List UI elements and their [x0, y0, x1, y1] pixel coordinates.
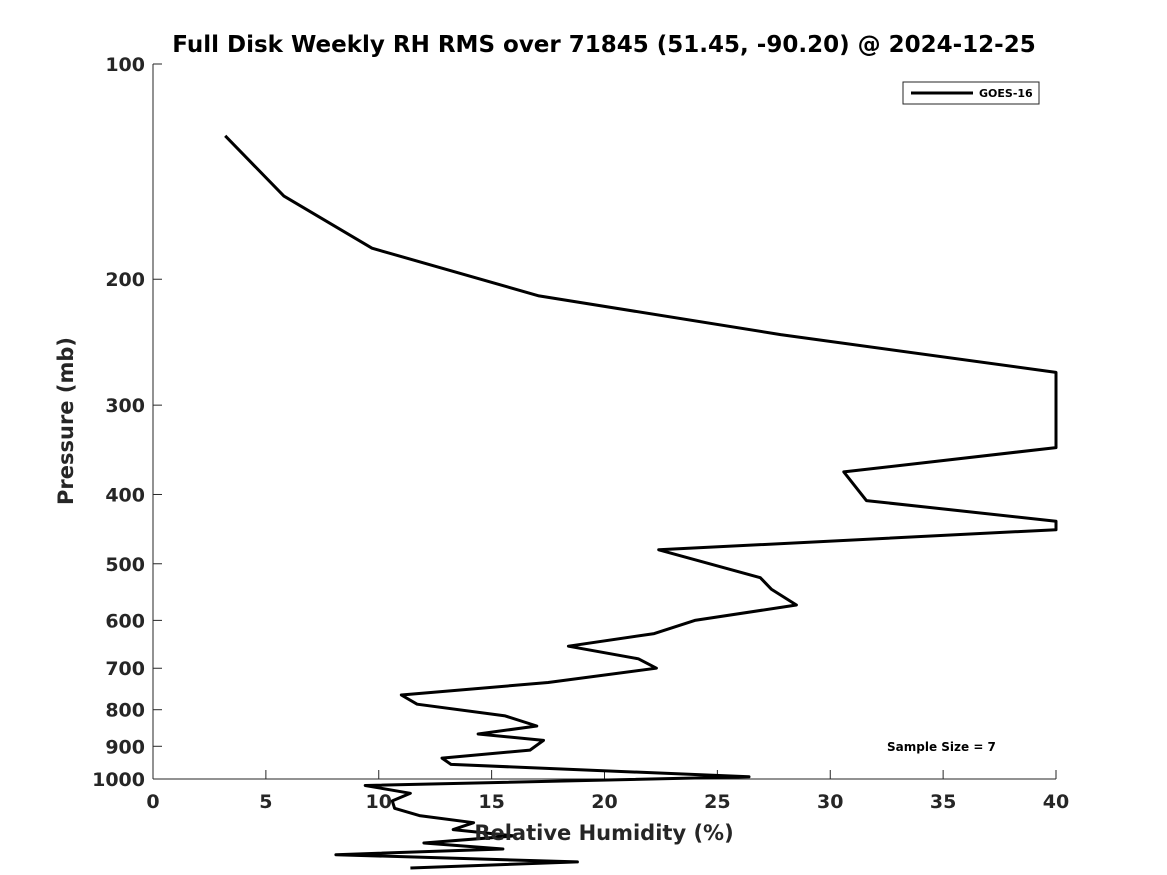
x-tick-label-35: 35 [930, 791, 956, 813]
y-tick-label-400: 400 [105, 484, 145, 506]
y-axis-ticks: 100 200 300 400 500 600 700 800 900 1000 [92, 54, 162, 791]
x-tick-label-15: 15 [478, 791, 504, 813]
x-tick-label-25: 25 [704, 791, 730, 813]
x-tick-label-20: 20 [591, 791, 617, 813]
legend: GOES-16 [902, 81, 1040, 105]
x-axis-ticks: 0 5 10 15 20 25 30 35 40 [146, 770, 1069, 813]
x-tick-label-0: 0 [146, 791, 159, 813]
y-tick-label-600: 600 [105, 610, 145, 632]
x-axis-label: Relative Humidity (%) [474, 821, 733, 845]
x-tick-label-10: 10 [366, 791, 392, 813]
series-group [224, 134, 1058, 870]
y-tick-label-300: 300 [105, 395, 145, 417]
chart-title: Full Disk Weekly RH RMS over 71845 (51.4… [172, 32, 1035, 58]
x-tick-label-40: 40 [1043, 791, 1069, 813]
legend-label-goes-16: GOES-16 [979, 87, 1033, 100]
y-tick-label-1000: 1000 [92, 769, 145, 791]
y-axis-label: Pressure (mb) [54, 337, 78, 505]
y-tick-label-800: 800 [105, 700, 145, 722]
x-tick-label-5: 5 [259, 791, 272, 813]
x-tick-label-30: 30 [817, 791, 843, 813]
y-tick-label-700: 700 [105, 658, 145, 680]
series-line-goes-16 [224, 134, 1058, 870]
y-tick-label-100: 100 [105, 54, 145, 76]
plot-area: 0 5 10 15 20 25 30 35 40 100 200 300 400 500 600 700 80… [92, 54, 1069, 870]
y-tick-label-200: 200 [105, 269, 145, 291]
y-tick-label-500: 500 [105, 554, 145, 576]
y-tick-label-900: 900 [105, 736, 145, 758]
sample-size-annotation: Sample Size = 7 [887, 740, 996, 754]
